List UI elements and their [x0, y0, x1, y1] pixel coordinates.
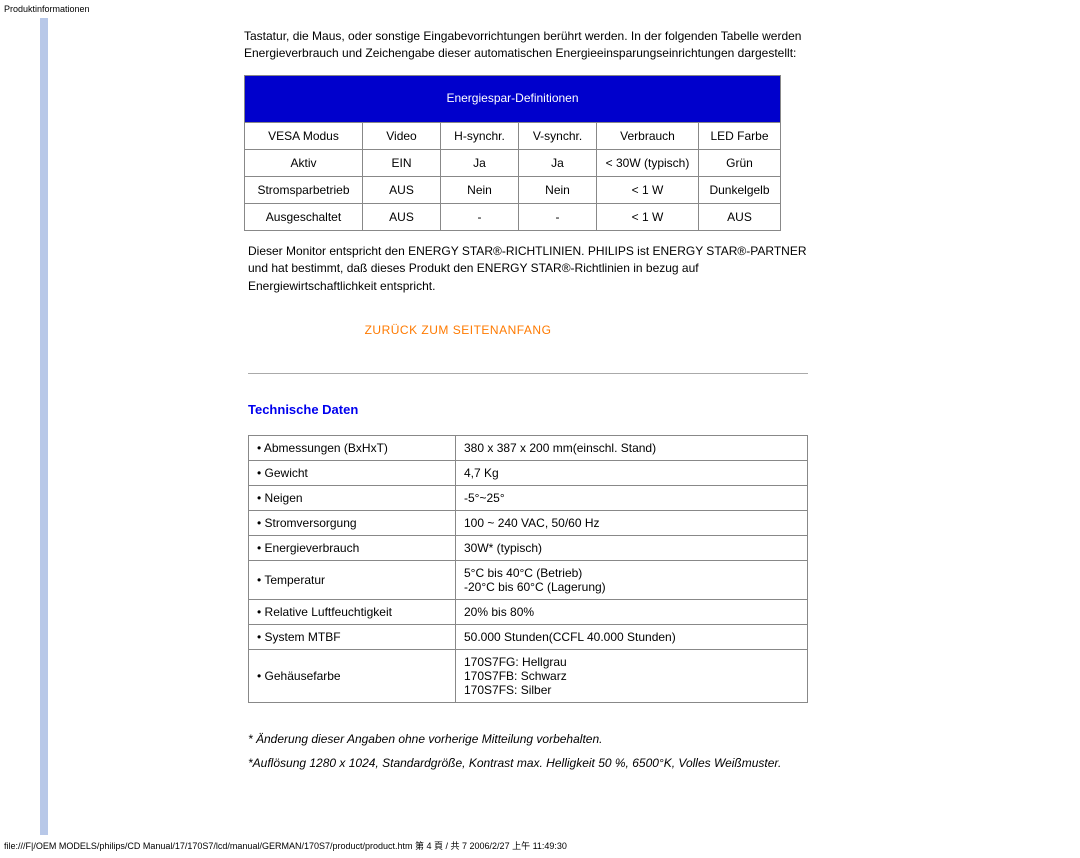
energy-table-header-cell: Verbrauch: [597, 122, 699, 149]
specs-row: • Stromversorgung100 ~ 240 VAC, 50/60 Hz: [249, 510, 808, 535]
energy-table-cell: Ja: [441, 149, 519, 176]
energy-table-cell: -: [519, 203, 597, 230]
specs-key: • Neigen: [249, 485, 456, 510]
specs-value: -5°~25°: [456, 485, 808, 510]
energy-table-cell: Ausgeschaltet: [245, 203, 363, 230]
energy-table-cell: Stromsparbetrieb: [245, 176, 363, 203]
energy-table-cell: Grün: [699, 149, 781, 176]
footer-filepath: file:///F|/OEM MODELS/philips/CD Manual/…: [0, 835, 1080, 858]
energy-table-cell: < 30W (typisch): [597, 149, 699, 176]
energy-saving-table: Energiespar-Definitionen VESA ModusVideo…: [244, 75, 781, 231]
energy-table-title-row: Energiespar-Definitionen: [245, 75, 781, 122]
specs-value: 30W* (typisch): [456, 535, 808, 560]
specs-key: • Gehäusefarbe: [249, 649, 456, 702]
footnote-2: *Auflösung 1280 x 1024, Standardgröße, K…: [248, 751, 868, 775]
energy-table-header-cell: H-synchr.: [441, 122, 519, 149]
footnote-1: * Änderung dieser Angaben ohne vorherige…: [248, 727, 868, 751]
specs-row: • Neigen-5°~25°: [249, 485, 808, 510]
specs-key: • Energieverbrauch: [249, 535, 456, 560]
energy-table-cell: Aktiv: [245, 149, 363, 176]
specs-value: 380 x 387 x 200 mm(einschl. Stand): [456, 435, 808, 460]
specs-key: • Relative Luftfeuchtigkeit: [249, 599, 456, 624]
specs-value: 5°C bis 40°C (Betrieb)-20°C bis 60°C (La…: [456, 560, 808, 599]
energy-table-row: StromsparbetriebAUSNeinNein< 1 WDunkelge…: [245, 176, 781, 203]
energy-table-title: Energiespar-Definitionen: [245, 75, 781, 122]
specs-row: • Gehäusefarbe170S7FG: Hellgrau170S7FB: …: [249, 649, 808, 702]
energy-table-header-cell: LED Farbe: [699, 122, 781, 149]
specs-row: • Abmessungen (BxHxT)380 x 387 x 200 mm(…: [249, 435, 808, 460]
footnotes: * Änderung dieser Angaben ohne vorherige…: [48, 703, 868, 815]
specs-row: • Relative Luftfeuchtigkeit20% bis 80%: [249, 599, 808, 624]
specs-key: • Abmessungen (BxHxT): [249, 435, 456, 460]
specs-row: • System MTBF50.000 Stunden(CCFL 40.000 …: [249, 624, 808, 649]
specs-value: 170S7FG: Hellgrau170S7FB: Schwarz170S7FS…: [456, 649, 808, 702]
energy-table-cell: Nein: [519, 176, 597, 203]
page-wrapper: Tastatur, die Maus, oder sonstige Eingab…: [0, 18, 1080, 835]
energy-table-header-row: VESA ModusVideoH-synchr.V-synchr.Verbrau…: [245, 122, 781, 149]
specs-value: 50.000 Stunden(CCFL 40.000 Stunden): [456, 624, 808, 649]
energy-table-cell: -: [441, 203, 519, 230]
technical-specs-table: • Abmessungen (BxHxT)380 x 387 x 200 mm(…: [248, 435, 808, 703]
energy-table-cell: < 1 W: [597, 176, 699, 203]
back-to-top-link[interactable]: ZURÜCK ZUM SEITENANFANG: [365, 323, 552, 337]
energy-table-cell: Dunkelgelb: [699, 176, 781, 203]
technical-data-heading: Technische Daten: [48, 402, 868, 435]
specs-key: • Gewicht: [249, 460, 456, 485]
energy-star-note: Dieser Monitor entspricht den ENERGY STA…: [48, 231, 868, 303]
intro-paragraph: Tastatur, die Maus, oder sonstige Eingab…: [48, 18, 868, 75]
specs-key: • Stromversorgung: [249, 510, 456, 535]
specs-row: • Temperatur5°C bis 40°C (Betrieb)-20°C …: [249, 560, 808, 599]
specs-row: • Energieverbrauch30W* (typisch): [249, 535, 808, 560]
section-divider: [248, 373, 808, 374]
left-stripe: [0, 18, 48, 835]
energy-table-cell: EIN: [363, 149, 441, 176]
page-header-label: Produktinformationen: [0, 0, 1080, 18]
back-to-top-container: ZURÜCK ZUM SEITENANFANG: [48, 303, 868, 365]
energy-table-cell: Nein: [441, 176, 519, 203]
energy-table-cell: < 1 W: [597, 203, 699, 230]
specs-value: 4,7 Kg: [456, 460, 808, 485]
energy-table-header-cell: VESA Modus: [245, 122, 363, 149]
energy-table-header-cell: V-synchr.: [519, 122, 597, 149]
specs-value: 100 ~ 240 VAC, 50/60 Hz: [456, 510, 808, 535]
energy-table-row: AusgeschaltetAUS--< 1 WAUS: [245, 203, 781, 230]
specs-row: • Gewicht4,7 Kg: [249, 460, 808, 485]
energy-table-cell: Ja: [519, 149, 597, 176]
specs-key: • Temperatur: [249, 560, 456, 599]
energy-table-cell: AUS: [363, 176, 441, 203]
content-column: Tastatur, die Maus, oder sonstige Eingab…: [48, 18, 868, 835]
energy-table-cell: AUS: [363, 203, 441, 230]
specs-value: 20% bis 80%: [456, 599, 808, 624]
energy-table-cell: AUS: [699, 203, 781, 230]
energy-table-header-cell: Video: [363, 122, 441, 149]
specs-key: • System MTBF: [249, 624, 456, 649]
energy-table-row: AktivEINJaJa< 30W (typisch)Grün: [245, 149, 781, 176]
